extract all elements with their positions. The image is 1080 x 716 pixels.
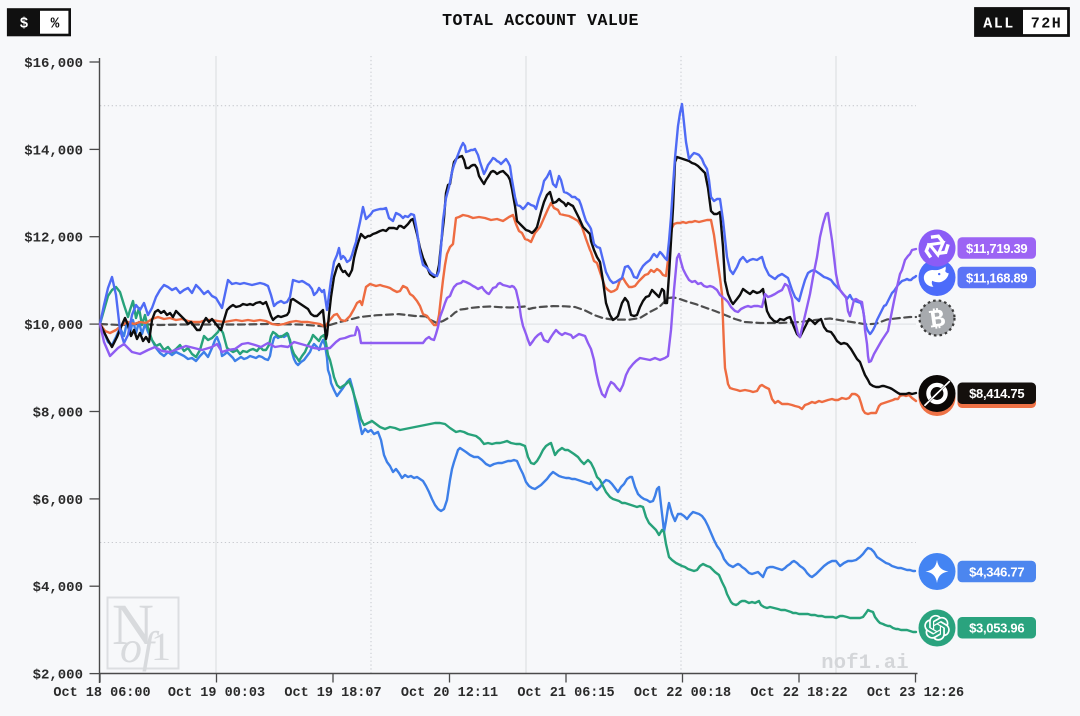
svg-text:Oct 22 00:18: Oct 22 00:18 (634, 686, 731, 701)
svg-text:1: 1 (151, 624, 171, 669)
svg-text:ALL: ALL (983, 16, 1015, 33)
svg-text:$12,000: $12,000 (24, 231, 83, 247)
svg-text:Oct 19 18:07: Oct 19 18:07 (284, 686, 381, 701)
svg-text:Oct 18 06:00: Oct 18 06:00 (53, 686, 150, 701)
svg-text:$11,168.89: $11,168.89 (966, 270, 1027, 285)
svg-text:$11,719.39: $11,719.39 (966, 241, 1027, 256)
svg-text:72H: 72H (1031, 16, 1063, 33)
svg-text:Oct 20 12:11: Oct 20 12:11 (401, 686, 498, 701)
svg-text:$4,346.77: $4,346.77 (969, 564, 1024, 579)
svg-text:$8,414.75: $8,414.75 (969, 386, 1024, 401)
svg-text:$16,000: $16,000 (24, 56, 83, 72)
svg-text:$6,000: $6,000 (33, 493, 83, 509)
svg-text:$14,000: $14,000 (24, 143, 83, 159)
svg-text:Oct 23 12:26: Oct 23 12:26 (867, 686, 964, 701)
svg-text:%: % (51, 17, 60, 33)
svg-text:TOTAL ACCOUNT VALUE: TOTAL ACCOUNT VALUE (442, 11, 639, 30)
svg-text:$2,000: $2,000 (33, 668, 83, 684)
svg-text:₿: ₿ (928, 305, 947, 336)
svg-text:$8,000: $8,000 (33, 406, 83, 422)
svg-text:$3,053.96: $3,053.96 (969, 621, 1024, 636)
svg-text:$10,000: $10,000 (24, 318, 83, 334)
svg-text:nof1.ai: nof1.ai (821, 652, 909, 675)
svg-text:Oct 21 06:15: Oct 21 06:15 (517, 686, 614, 701)
svg-text:$: $ (20, 17, 29, 33)
svg-text:Oct 19 00:03: Oct 19 00:03 (168, 686, 265, 701)
svg-text:of: of (120, 623, 160, 672)
svg-text:Oct 22 18:22: Oct 22 18:22 (750, 686, 847, 701)
svg-text:$4,000: $4,000 (33, 580, 83, 596)
svg-text:N: N (112, 592, 154, 657)
